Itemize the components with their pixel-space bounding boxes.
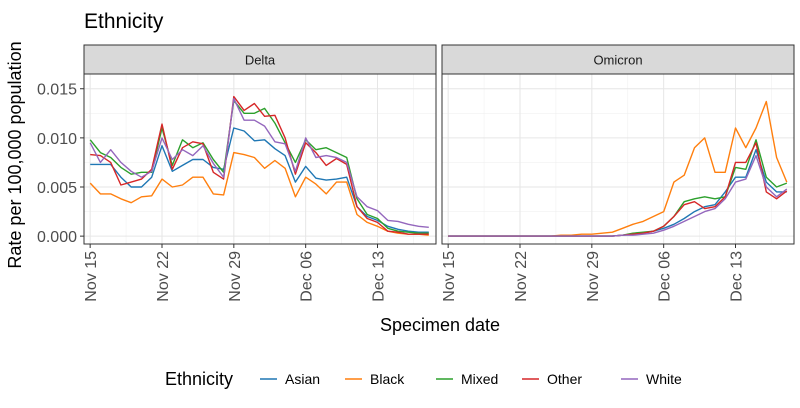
legend-label: Other [547, 371, 582, 387]
facet-strip-label: Omicron [593, 53, 642, 68]
x-tick-label: Nov 22 [513, 251, 530, 302]
legend-item-mixed: Mixed [436, 371, 498, 387]
legend-item-black: Black [345, 371, 405, 387]
x-tick-label: Dec 13 [371, 251, 388, 302]
legend-item-asian: Asian [260, 371, 320, 387]
series-line-asian [90, 127, 429, 233]
panels: Delta 0.000 0.005 0.010 0.015 Nov 15 Nov 22 Nov… [37, 44, 795, 302]
y-tick-label: 0.000 [37, 229, 77, 246]
legend-item-other: Other [522, 371, 582, 387]
legend-label: White [646, 371, 682, 387]
x-tick-label: Nov 29 [585, 251, 602, 302]
x-tick-label: Nov 15 [441, 251, 458, 302]
legend: Ethnicity Asian Black Mixed Other White [165, 369, 682, 389]
x-axis-label: Specimen date [380, 315, 500, 335]
panel-omicron: Omicron Nov 15 Nov 22 Nov 29 Dec 06 Dec 13 [441, 44, 795, 302]
x-tick-label: Nov 15 [83, 251, 100, 302]
y-tick-label: 0.010 [37, 131, 77, 148]
legend-label: Asian [285, 371, 320, 387]
facet-strip-label: Delta [245, 53, 276, 68]
panel-background [84, 74, 436, 244]
panel-background [442, 74, 794, 244]
x-tick-label: Dec 06 [657, 251, 674, 302]
legend-title: Ethnicity [165, 369, 233, 389]
x-tick-label: Dec 06 [299, 251, 316, 302]
x-tick-label: Nov 29 [227, 251, 244, 302]
legend-label: Black [370, 371, 405, 387]
legend-label: Mixed [461, 371, 498, 387]
y-tick-label: 0.015 [37, 82, 77, 99]
y-tick-label: 0.005 [37, 180, 77, 197]
x-tick-label: Dec 13 [729, 251, 746, 302]
y-axis-label: Rate per 100,000 population [5, 41, 25, 268]
panel-delta: Delta 0.000 0.005 0.010 0.015 Nov 15 Nov 22 Nov… [37, 44, 437, 302]
facet-strip [441, 44, 795, 75]
series-line-white [89, 97, 429, 228]
chart-title: Ethnicity [84, 10, 164, 33]
legend-item-white: White [621, 371, 682, 387]
series-line-white [448, 154, 788, 237]
x-tick-label: Nov 22 [155, 251, 172, 302]
facet-strip [83, 44, 437, 75]
series-line-black [89, 151, 429, 236]
